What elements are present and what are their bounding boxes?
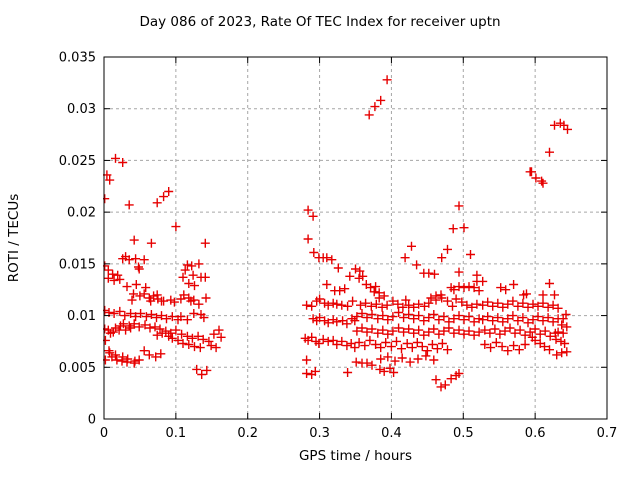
- x-tick-label: 0: [100, 426, 108, 441]
- x-tick-label: 0.6: [525, 426, 546, 441]
- y-tick-label: 0.02: [67, 206, 96, 221]
- x-tick-label: 0.3: [309, 426, 330, 441]
- y-tick-label: 0: [88, 413, 96, 428]
- y-tick-label: 0.01: [67, 309, 96, 324]
- x-axis-label: GPS time / hours: [298, 448, 413, 464]
- y-tick-label: 0.015: [59, 257, 96, 272]
- x-tick-label: 0.4: [381, 426, 402, 441]
- x-tick-label: 0.5: [453, 426, 474, 441]
- y-tick-label: 0.03: [67, 102, 96, 117]
- x-tick-label: 0.2: [237, 426, 258, 441]
- gridlines: [104, 57, 607, 419]
- plot-border-and-ticks: [103, 56, 608, 420]
- y-tick-label: 0.025: [59, 154, 96, 169]
- data-points: [103, 75, 572, 392]
- chart-title: Day 086 of 2023, Rate Of TEC Index for r…: [139, 14, 501, 30]
- tick-labels: 0 0.1 0.2 0.3 0.4 0.5 0.6 0.7 0 0.005 0.01 0.015 0.0…: [59, 51, 618, 442]
- x-tick-label: 0.1: [166, 426, 187, 441]
- y-tick-label: 0.035: [59, 51, 96, 66]
- y-tick-label: 0.005: [59, 361, 96, 376]
- x-tick-label: 0.7: [597, 426, 618, 441]
